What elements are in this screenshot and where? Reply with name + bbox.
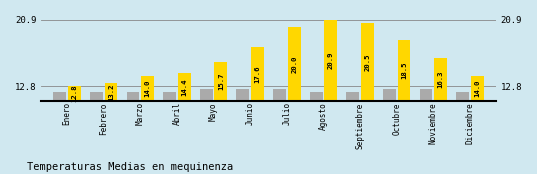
Bar xyxy=(53,92,66,101)
Bar xyxy=(419,89,432,101)
Bar xyxy=(397,39,410,101)
Bar xyxy=(68,86,81,101)
Bar xyxy=(383,89,396,101)
Text: 20.0: 20.0 xyxy=(291,55,297,73)
Bar xyxy=(346,92,359,101)
Bar xyxy=(310,92,323,101)
Bar xyxy=(141,76,154,101)
Text: 20.5: 20.5 xyxy=(365,53,371,71)
Text: 12.8: 12.8 xyxy=(71,85,77,102)
Bar xyxy=(456,92,469,101)
Text: 14.0: 14.0 xyxy=(144,80,150,97)
Text: 17.6: 17.6 xyxy=(255,65,260,83)
Bar xyxy=(251,47,264,101)
Text: 16.3: 16.3 xyxy=(438,70,444,88)
Bar xyxy=(324,20,337,101)
Text: 14.0: 14.0 xyxy=(474,80,480,97)
Text: 20.9: 20.9 xyxy=(328,52,334,69)
Bar xyxy=(178,73,191,101)
Bar xyxy=(471,76,484,101)
Text: 13.2: 13.2 xyxy=(108,83,114,101)
Bar xyxy=(200,89,213,101)
Bar xyxy=(105,83,118,101)
Bar xyxy=(90,92,103,101)
Bar xyxy=(361,23,374,101)
Text: 15.7: 15.7 xyxy=(218,73,224,90)
Bar xyxy=(273,89,286,101)
Bar xyxy=(163,92,176,101)
Bar xyxy=(236,89,249,101)
Bar xyxy=(214,62,227,101)
Bar xyxy=(434,58,447,101)
Text: 18.5: 18.5 xyxy=(401,61,407,79)
Text: Temperaturas Medias en mequinenza: Temperaturas Medias en mequinenza xyxy=(27,162,233,172)
Text: 14.4: 14.4 xyxy=(182,78,187,96)
Bar xyxy=(127,92,140,101)
Bar xyxy=(288,27,301,101)
